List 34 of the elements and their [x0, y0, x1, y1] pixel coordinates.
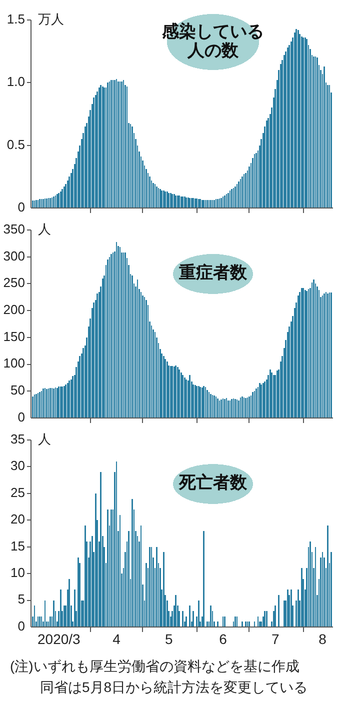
y-tick-label: 50: [10, 382, 25, 398]
x-tick-label: 7: [271, 631, 280, 647]
y-tick-label: 15: [10, 538, 25, 554]
y-tick-label: 0.5: [6, 136, 25, 152]
y-tick-label: 300: [3, 248, 25, 264]
y-tick-label: 5: [18, 592, 25, 607]
x-tick-label: 4: [112, 631, 121, 647]
y-tick-label: 0: [18, 199, 25, 214]
y-tick-label: 25: [10, 484, 25, 500]
y-axis-title: 人: [38, 431, 51, 446]
text: 死亡者数: [178, 473, 248, 492]
y-tick-label: 200: [3, 302, 25, 318]
y-axis-title: 人: [38, 221, 51, 236]
text: 重症者数: [178, 263, 248, 282]
y-tick-label: 30: [10, 458, 25, 474]
y-tick-label: 100: [3, 356, 25, 371]
y-tick-label: 0: [18, 618, 25, 634]
text: 感染している人の数: [161, 22, 264, 60]
x-tick-label: 8: [318, 631, 327, 647]
y-tick-label: 0: [18, 409, 25, 424]
text: 同省は5月8日から統計方法を変更している: [40, 679, 308, 695]
x-tick-label: 6: [219, 631, 228, 647]
y-tick-label: 1.5: [6, 11, 25, 26]
y-tick-label: 35: [10, 431, 25, 446]
y-tick-label: 20: [10, 512, 25, 527]
x-tick-label: 2020/3: [38, 631, 81, 647]
y-tick-label: 1.0: [6, 74, 25, 90]
y-axis-title: 万人: [38, 11, 64, 26]
x-tick-label: 5: [165, 631, 174, 647]
y-tick-label: 10: [10, 565, 25, 580]
y-tick-label: 350: [3, 221, 25, 236]
y-tick-label: 150: [3, 328, 25, 344]
y-tick-label: 250: [3, 275, 25, 290]
text: (注)いずれも厚生労働省の資料などを基に作成: [10, 658, 300, 674]
